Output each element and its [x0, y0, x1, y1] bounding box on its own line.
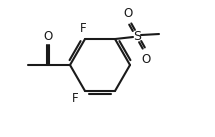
Text: F: F: [72, 92, 78, 105]
Text: O: O: [43, 29, 53, 42]
Text: O: O: [141, 52, 151, 65]
Text: S: S: [133, 29, 141, 42]
Text: F: F: [80, 22, 86, 35]
Text: O: O: [123, 7, 133, 19]
